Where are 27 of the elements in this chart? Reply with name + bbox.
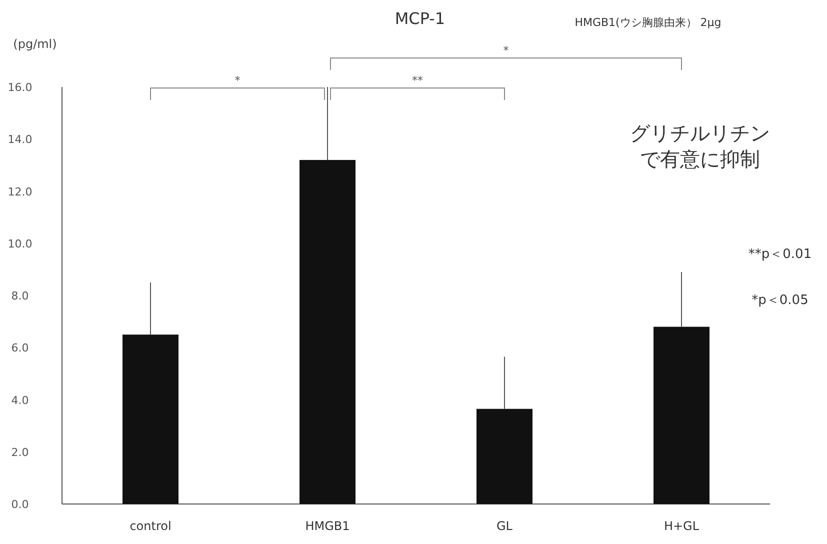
bar: [476, 408, 532, 504]
chart-subtitle: HMGB1(ウシ胸腺由来） 2μg: [574, 16, 722, 29]
x-tick-label: H+GL: [664, 519, 700, 533]
text: *: [503, 44, 510, 57]
x-tick-label: GL: [496, 519, 513, 533]
y-tick-label: 6.0: [11, 342, 29, 355]
annotation: **p＜0.01: [748, 247, 812, 262]
y-tick-label: 4.0: [11, 394, 29, 407]
y-tick-label: 2.0: [11, 446, 29, 459]
annotation: **: [412, 74, 424, 87]
annotation: *: [234, 74, 241, 87]
y-tick-label: 0.0: [11, 498, 29, 511]
bar: [122, 334, 178, 504]
x-tick-label: control: [130, 519, 172, 533]
y-tick-label: 14.0: [8, 133, 32, 146]
y-axis-title: (pg/ml): [13, 37, 57, 51]
annotation: で有意に抑制: [640, 147, 760, 171]
y-tick-label: 10.0: [8, 237, 32, 250]
chart-title: MCP-1: [394, 9, 446, 28]
annotation: グリチルリチン: [630, 121, 770, 145]
y-tick-label: 16.0: [8, 81, 32, 94]
x-tick-label: HMGB1: [305, 519, 350, 533]
y-tick-label: 8.0: [11, 290, 29, 302]
bar: [654, 326, 710, 504]
annotation: *p＜0.05: [752, 293, 808, 308]
bar: [300, 160, 356, 504]
y-tick-label: 12.0: [8, 185, 32, 198]
